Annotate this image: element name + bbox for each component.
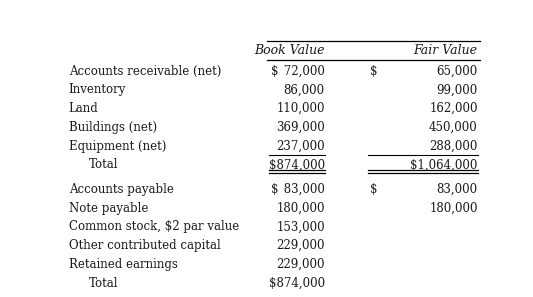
Text: $874,000: $874,000	[269, 158, 325, 171]
Text: 86,000: 86,000	[284, 83, 325, 96]
Text: Note payable: Note payable	[69, 202, 148, 214]
Text: 162,000: 162,000	[429, 102, 478, 115]
Text: 369,000: 369,000	[276, 121, 325, 134]
Text: 180,000: 180,000	[276, 202, 325, 214]
Text: 229,000: 229,000	[276, 258, 325, 271]
Text: $: $	[271, 64, 279, 78]
Text: $: $	[370, 183, 378, 196]
Text: 237,000: 237,000	[276, 140, 325, 153]
Text: 65,000: 65,000	[437, 64, 478, 78]
Text: $: $	[271, 183, 279, 196]
Text: Buildings (net): Buildings (net)	[69, 121, 157, 134]
Text: $: $	[370, 64, 378, 78]
Text: $1,064,000: $1,064,000	[410, 158, 478, 171]
Text: 99,000: 99,000	[437, 83, 478, 96]
Text: Total: Total	[90, 277, 119, 290]
Text: $874,000: $874,000	[269, 277, 325, 290]
Text: 110,000: 110,000	[276, 102, 325, 115]
Text: Land: Land	[69, 102, 99, 115]
Text: Book Value: Book Value	[254, 44, 325, 57]
Text: 153,000: 153,000	[276, 220, 325, 233]
Text: 83,000: 83,000	[437, 183, 478, 196]
Text: Accounts payable: Accounts payable	[69, 183, 174, 196]
Text: 180,000: 180,000	[429, 202, 478, 214]
Text: 83,000: 83,000	[280, 183, 325, 196]
Text: Other contributed capital: Other contributed capital	[69, 239, 221, 252]
Text: Equipment (net): Equipment (net)	[69, 140, 166, 153]
Text: 229,000: 229,000	[276, 239, 325, 252]
Text: 72,000: 72,000	[280, 64, 325, 78]
Text: Accounts receivable (net): Accounts receivable (net)	[69, 64, 221, 78]
Text: Retained earnings: Retained earnings	[69, 258, 177, 271]
Text: Fair Value: Fair Value	[414, 44, 478, 57]
Text: Inventory: Inventory	[69, 83, 126, 96]
Text: 288,000: 288,000	[429, 140, 478, 153]
Text: Total: Total	[90, 158, 119, 171]
Text: Common stock, $2 par value: Common stock, $2 par value	[69, 220, 239, 233]
Text: 450,000: 450,000	[429, 121, 478, 134]
